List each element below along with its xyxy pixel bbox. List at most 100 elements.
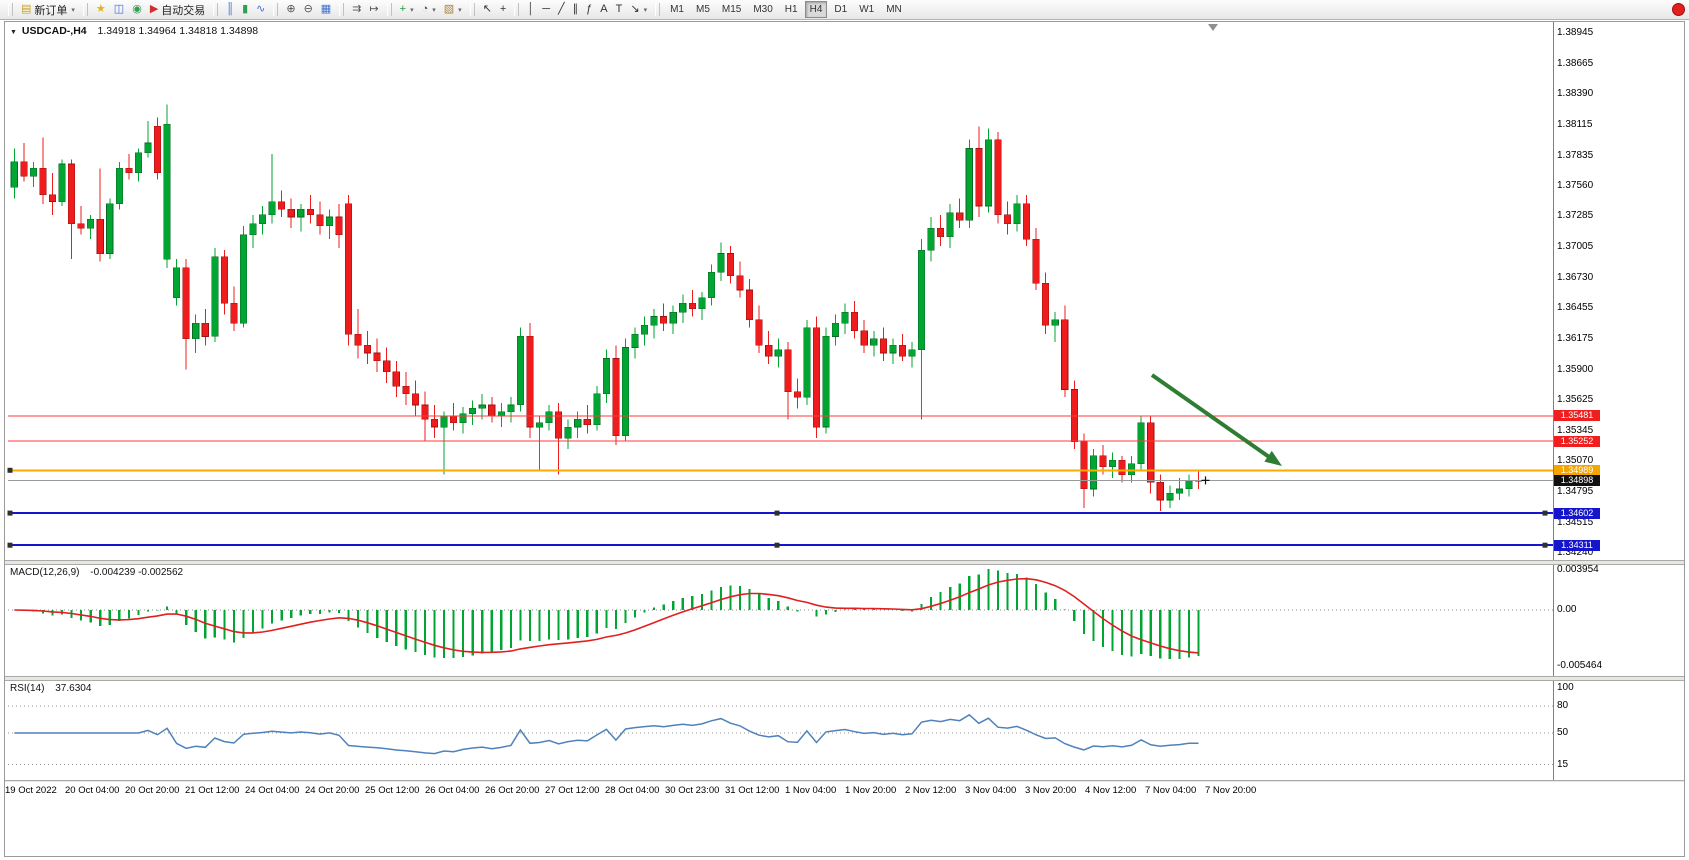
price-axis-label: 1.37835 bbox=[1557, 149, 1594, 161]
metaeditor-button[interactable]: ★ bbox=[92, 1, 110, 19]
terminal-icon: ◉ bbox=[132, 3, 142, 15]
toolbar-group-handle bbox=[386, 3, 392, 16]
time-label: 31 Oct 12:00 bbox=[725, 785, 780, 796]
macd-header: MACD(12,26,9) -0.004239 -0.002562 bbox=[10, 567, 183, 578]
time-label: 30 Oct 23:00 bbox=[665, 785, 720, 796]
rsi-title: RSI(14) bbox=[10, 683, 45, 694]
price-axis-label: 1.38390 bbox=[1557, 88, 1594, 100]
timeframe-m30-button[interactable]: M30 bbox=[753, 4, 773, 15]
periods-button[interactable]: ◔ ▾ bbox=[418, 1, 440, 19]
text-button[interactable]: A bbox=[596, 1, 611, 19]
time-label: 27 Oct 12:00 bbox=[545, 785, 600, 796]
toolbar-group-handle bbox=[514, 3, 520, 16]
time-label: 1 Nov 20:00 bbox=[845, 785, 897, 796]
time-axis-divider bbox=[5, 780, 1684, 782]
rsi-pane-splitter[interactable] bbox=[5, 676, 1684, 681]
time-label: 2 Nov 12:00 bbox=[905, 785, 957, 796]
candlestick-chart-button[interactable]: ▮ bbox=[238, 1, 252, 19]
notification-icon[interactable] bbox=[1672, 3, 1685, 16]
arrow-tool-icon: ↘ bbox=[630, 3, 640, 15]
vertical-line-button[interactable]: │ bbox=[523, 1, 538, 19]
caret-down-icon: ▾ bbox=[458, 6, 462, 14]
time-label: 1 Nov 04:00 bbox=[785, 785, 837, 796]
timeframe-m1-button[interactable]: M1 bbox=[670, 4, 684, 15]
caret-down-icon: ▾ bbox=[432, 6, 436, 14]
bid-price-line-price-tag: 1.34898 bbox=[1554, 474, 1600, 486]
auto-scroll-button[interactable]: ⇉ bbox=[348, 1, 365, 19]
toolbar-group-handle bbox=[82, 3, 88, 16]
arrows-button[interactable]: ↘ ▾ bbox=[626, 1, 651, 19]
chart-shift-icon: ↦ bbox=[369, 3, 379, 15]
line-chart-icon: ∿ bbox=[256, 3, 266, 15]
toolbar-group-handle bbox=[339, 3, 345, 16]
resistance-line-2-price-tag: 1.35252 bbox=[1554, 435, 1600, 447]
rsi-value: 37.6304 bbox=[55, 683, 92, 694]
time-label: 26 Oct 20:00 bbox=[485, 785, 540, 796]
metaeditor-icon: ★ bbox=[95, 3, 106, 15]
timeframe-h4-button[interactable]: H4 bbox=[804, 1, 828, 18]
time-label: 21 Oct 12:00 bbox=[185, 785, 240, 796]
time-label: 3 Nov 04:00 bbox=[965, 785, 1017, 796]
fibonacci-button[interactable]: ƒ bbox=[582, 1, 596, 19]
cursor-button[interactable]: ↖ bbox=[479, 1, 496, 19]
caret-down-icon: ▾ bbox=[643, 6, 648, 14]
fibonacci-icon: ƒ bbox=[586, 3, 593, 15]
trendline-button[interactable]: ╱ bbox=[554, 1, 569, 19]
macd-pane-splitter[interactable] bbox=[5, 560, 1684, 565]
new-order-button-label: 新订单 bbox=[34, 4, 68, 17]
horizontal-line-icon: ─ bbox=[542, 3, 551, 15]
indicators-button[interactable]: + ▾ bbox=[396, 1, 418, 19]
timeframe-w1-button[interactable]: W1 bbox=[859, 4, 875, 15]
timeframe-d1-button[interactable]: D1 bbox=[834, 4, 848, 15]
price-axis-label: 1.35345 bbox=[1557, 424, 1594, 436]
vertical-line-icon: │ bbox=[527, 3, 535, 15]
macd-axis-label: 0.003954 bbox=[1557, 563, 1599, 575]
time-label: 24 Oct 20:00 bbox=[305, 785, 360, 796]
navigator-icon: ◫ bbox=[113, 3, 125, 15]
macd-axis-label: -0.005464 bbox=[1557, 659, 1603, 671]
crosshair-button[interactable]: + bbox=[496, 1, 510, 19]
timeframe-h1-button[interactable]: H1 bbox=[784, 4, 798, 15]
price-axis-label: 1.35625 bbox=[1557, 393, 1594, 405]
timeframe-mn-button[interactable]: MN bbox=[886, 4, 902, 15]
channel-button[interactable]: ∥ bbox=[569, 1, 583, 19]
add-indicator-icon: + bbox=[399, 3, 407, 15]
collapse-triangle-icon[interactable]: ▼ bbox=[10, 29, 17, 36]
text-label-button[interactable]: T bbox=[612, 1, 627, 19]
timeframe-m5-button[interactable]: M5 bbox=[695, 4, 710, 15]
toolbar-group-handle bbox=[273, 3, 279, 16]
zoom-in-button[interactable]: ⊕ bbox=[282, 1, 299, 19]
price-axis-label: 1.35900 bbox=[1557, 363, 1594, 375]
chart-window[interactable] bbox=[4, 21, 1685, 857]
time-label: 4 Nov 12:00 bbox=[1085, 785, 1137, 796]
tile-windows-icon: ▦ bbox=[320, 3, 332, 15]
support-line-1-price-tag: 1.34602 bbox=[1554, 507, 1600, 519]
zoom-in-icon: ⊕ bbox=[286, 3, 296, 15]
tile-windows-button[interactable]: ▦ bbox=[317, 1, 335, 19]
macd-title: MACD(12,26,9) bbox=[10, 567, 80, 578]
zoom-out-button[interactable]: ⊖ bbox=[300, 1, 317, 19]
price-axis-label: 1.34515 bbox=[1557, 516, 1594, 528]
timeframe-m15-button[interactable]: M15 bbox=[721, 4, 742, 15]
line-chart-button[interactable]: ∿ bbox=[252, 1, 269, 19]
chart-header: ▼ USDCAD-,H4 1.34918 1.34964 1.34818 1.3… bbox=[10, 25, 258, 37]
navigator-button[interactable]: ◫ bbox=[110, 1, 128, 19]
chart-shift-button[interactable]: ↦ bbox=[365, 1, 382, 19]
new-order-button[interactable]: ▤ 新订单 ▾ bbox=[17, 1, 79, 19]
trendline-icon: ╱ bbox=[558, 3, 565, 15]
macd-values: -0.004239 -0.002562 bbox=[90, 567, 184, 578]
terminal-button[interactable]: ◉ bbox=[128, 1, 146, 19]
templates-button[interactable]: ▧ ▾ bbox=[440, 1, 466, 19]
time-label: 26 Oct 04:00 bbox=[425, 785, 480, 796]
auto-trading-button[interactable]: ▶ 自动交易 bbox=[146, 1, 209, 19]
rsi-axis-label: 80 bbox=[1557, 700, 1569, 711]
bar-chart-button[interactable]: ║ bbox=[222, 1, 238, 19]
clock-icon: ◔ bbox=[421, 3, 429, 15]
zoom-out-icon: ⊖ bbox=[303, 3, 313, 15]
time-label: 20 Oct 20:00 bbox=[125, 785, 180, 796]
text-a-icon: A bbox=[600, 3, 608, 15]
time-label: 7 Nov 20:00 bbox=[1205, 785, 1257, 796]
horizontal-line-button[interactable]: ─ bbox=[538, 1, 554, 19]
time-label: 3 Nov 20:00 bbox=[1025, 785, 1077, 796]
price-axis-label: 1.35070 bbox=[1557, 455, 1594, 467]
